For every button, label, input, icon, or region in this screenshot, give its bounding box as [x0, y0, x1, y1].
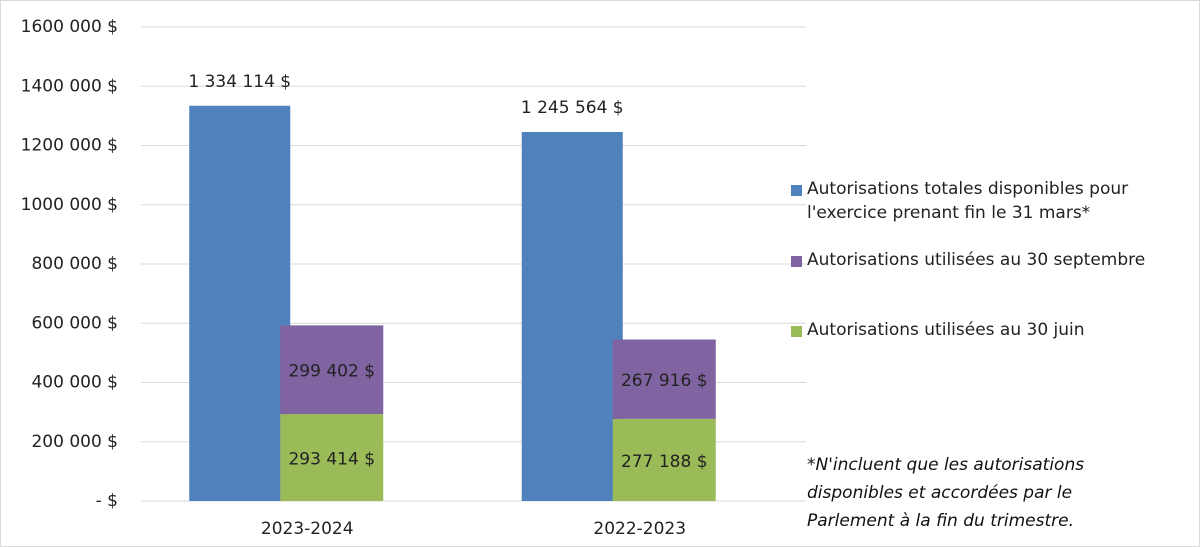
legend-entry: Autorisations utilisées au 30 septembre — [791, 248, 1197, 272]
y-tick-label: 600 000 $ — [31, 313, 118, 333]
bar — [521, 132, 623, 502]
legend-label: Autorisations totales disponibles pour l… — [807, 179, 1129, 223]
note-line: *N'incluent que les autorisations — [807, 455, 1085, 475]
y-tick-label: 1200 000 $ — [21, 136, 118, 156]
y-tick-label: - $ — [96, 491, 118, 511]
bar — [189, 105, 291, 501]
y-tick-label: 1400 000 $ — [21, 76, 118, 96]
y-tick-label: 400 000 $ — [31, 373, 118, 393]
legend-label: Autorisations utilisées au 30 juin — [807, 320, 1085, 340]
legend-swatch — [791, 326, 802, 337]
value-label: 293 414 $ — [288, 450, 375, 470]
footnote: *N'incluent que les autorisations dispon… — [807, 451, 1084, 535]
value-label: 1 334 114 $ — [188, 72, 291, 92]
legend-label: Autorisations utilisées au 30 septembre — [807, 250, 1146, 270]
y-tick-label: 200 000 $ — [31, 432, 118, 452]
bar-segment — [280, 325, 384, 415]
bar-segment — [280, 414, 384, 501]
legend-swatch — [791, 256, 802, 267]
x-tick-label: 2022-2023 — [593, 519, 686, 539]
y-tick-label: 1000 000 $ — [21, 195, 118, 215]
bar-segment — [612, 418, 716, 501]
legend-entry: Autorisations totales disponibles pour l… — [791, 177, 1197, 225]
value-label: 1 245 564 $ — [521, 98, 624, 118]
x-tick-label: 2023-2024 — [261, 519, 354, 539]
value-label: 277 188 $ — [621, 452, 708, 472]
legend-swatch — [791, 185, 802, 196]
note-line: disponibles et accordées par le — [807, 483, 1073, 503]
bar-segment — [612, 339, 716, 419]
value-label: 267 916 $ — [621, 371, 708, 391]
note-line: Parlement à la fin du trimestre. — [807, 511, 1074, 531]
value-label: 299 402 $ — [288, 362, 375, 382]
legend-entry: Autorisations utilisées au 30 juin — [791, 318, 1197, 342]
y-tick-label: 1600 000 $ — [21, 17, 118, 37]
y-tick-label: 800 000 $ — [31, 254, 118, 274]
